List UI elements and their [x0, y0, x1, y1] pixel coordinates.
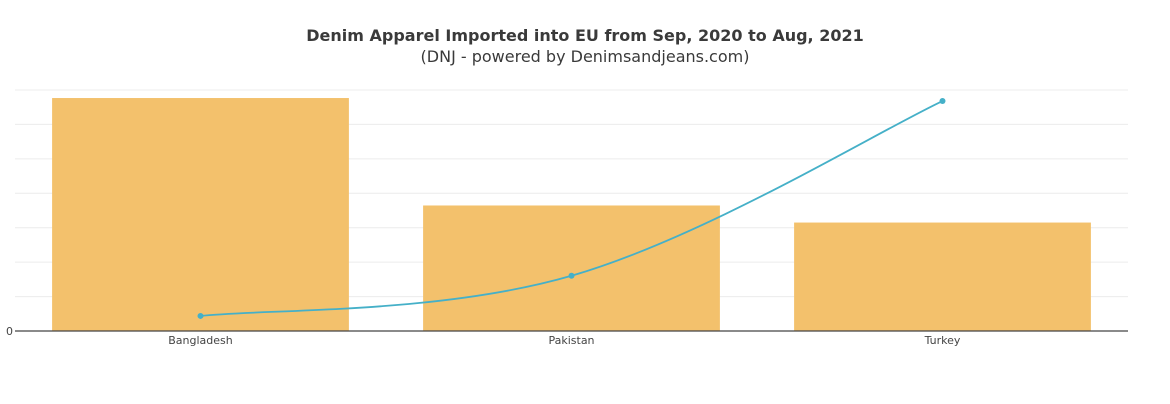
bar[interactable]: [794, 222, 1091, 331]
line-series: [197, 98, 946, 319]
x-tick-label: Turkey: [924, 334, 961, 347]
x-tick-label: Pakistan: [548, 334, 594, 347]
x-axis: Bangladesh Pakistan Turkey 0: [6, 325, 1128, 347]
line-point[interactable]: [568, 272, 575, 279]
bar-series: [52, 98, 1091, 332]
chart-subtitle: (DNJ - powered by Denimsandjeans.com): [420, 47, 750, 66]
line-point[interactable]: [939, 98, 946, 105]
bar[interactable]: [52, 98, 349, 332]
chart-title: Denim Apparel Imported into EU from Sep,…: [306, 26, 864, 45]
bar[interactable]: [423, 205, 720, 331]
x-tick-label: Bangladesh: [168, 334, 233, 347]
line-point[interactable]: [197, 312, 204, 319]
y-tick-label: 0: [6, 325, 13, 338]
